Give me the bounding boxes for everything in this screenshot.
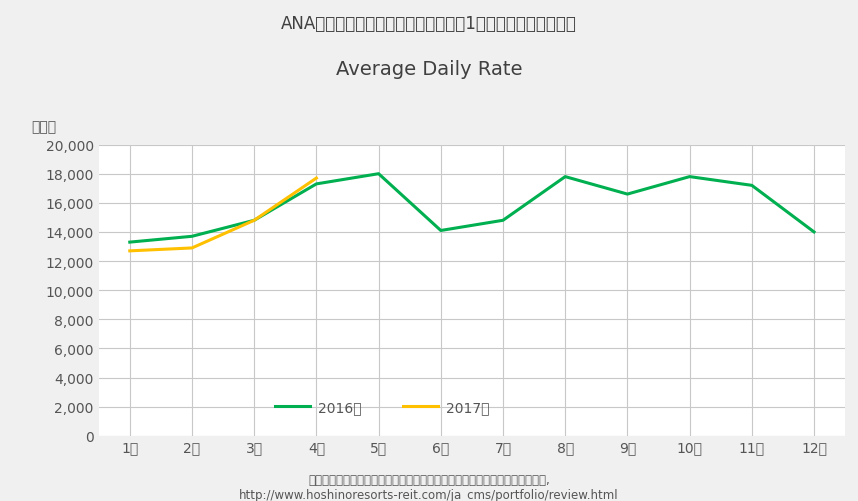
Line: 2017年: 2017年 [130,179,317,252]
2017年 [249,218,259,224]
Text: ANAクラウンプラザホテル金沢の客室1室当たりの販売単価：: ANAクラウンプラザホテル金沢の客室1室当たりの販売単価： [281,15,577,33]
2016年 [124,239,135,245]
2016年 [498,218,508,224]
Text: （円）: （円） [32,120,57,134]
Text: データ出所：星野リゾート・リート投資法人，「ポートフォリオ運営実績」,: データ出所：星野リゾート・リート投資法人，「ポートフォリオ運営実績」, [308,473,550,486]
2017年 [311,176,322,182]
Line: 2016年: 2016年 [130,174,814,242]
2016年 [560,174,571,180]
2016年 [436,228,446,234]
Text: Average Daily Rate: Average Daily Rate [335,60,523,79]
Legend: 2016年, 2017年: 2016年, 2017年 [269,395,495,420]
2016年 [249,218,259,224]
2016年 [373,171,384,177]
2016年 [809,229,819,235]
2017年 [187,245,197,252]
2016年 [685,174,695,180]
Text: http://www.hoshinoresorts-reit.com/ja_cms/portfolio/review.html: http://www.hoshinoresorts-reit.com/ja_cm… [239,488,619,501]
2017年 [124,248,135,255]
2016年 [187,234,197,240]
2016年 [746,183,757,189]
2016年 [622,192,632,198]
2016年 [311,181,322,187]
